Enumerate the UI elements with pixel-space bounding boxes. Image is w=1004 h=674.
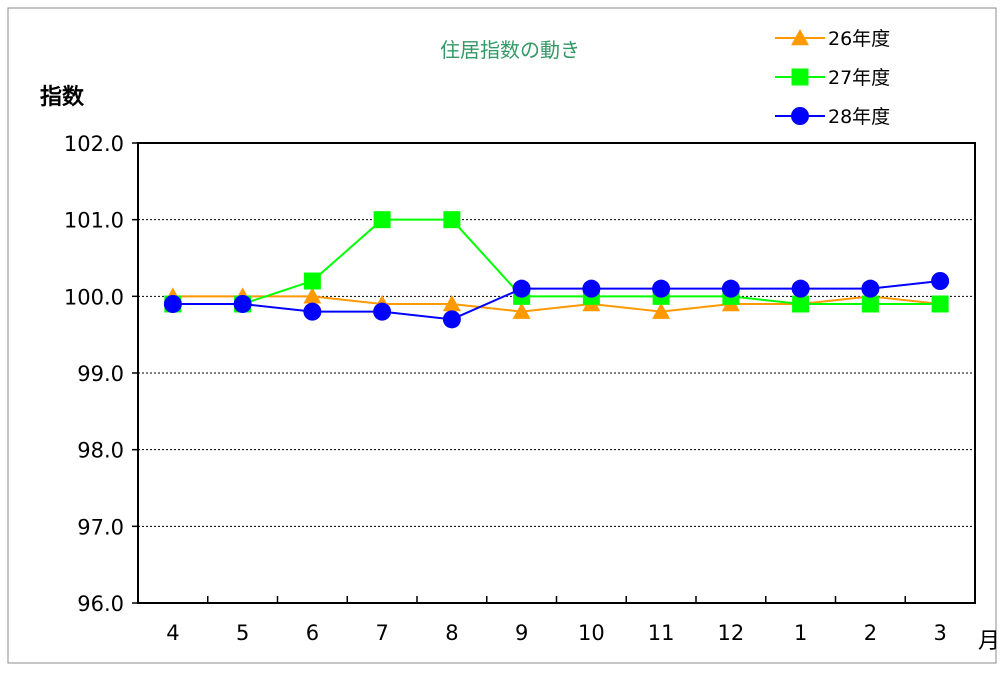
circle-point (721, 279, 740, 298)
square-point (792, 295, 810, 313)
square-point (791, 68, 809, 86)
circle-point (861, 279, 880, 298)
y-tick-label: 99.0 (77, 362, 124, 386)
y-tick-label: 96.0 (77, 592, 124, 616)
square-point (931, 295, 949, 313)
x-tick-label: 9 (515, 621, 528, 645)
circle-point (442, 310, 461, 329)
series-line (172, 280, 941, 321)
axes: 102.0 101.0 100.0 99.0 98.0 97.0 96.0 4 5 6 7 8 9 10 1… (64, 132, 947, 645)
chart-border (7, 7, 997, 664)
triangle-point (652, 302, 671, 319)
circle-point (163, 295, 182, 313)
square-point (303, 272, 321, 290)
legend-entry: 27年度 (775, 67, 890, 89)
triangle-point (303, 287, 322, 304)
y-tick-label: 102.0 (64, 132, 124, 156)
x-tick-label: 2 (864, 621, 877, 645)
series-circle (163, 272, 950, 329)
circle-point (233, 295, 252, 313)
legend-entry: 26年度 (775, 28, 890, 50)
x-tick-label: 11 (648, 621, 675, 645)
series-line (172, 295, 941, 313)
series-layer (163, 211, 950, 329)
triangle-point (442, 295, 461, 312)
circle-point (652, 279, 671, 298)
x-tick-label: 12 (718, 621, 745, 645)
chart-title: 住居指数の動き (440, 38, 580, 62)
gridlines (138, 219, 975, 527)
legend-label: 28年度 (828, 106, 890, 128)
y-tick-label: 98.0 (77, 439, 124, 463)
square-point (443, 211, 461, 229)
circle-point (582, 279, 601, 298)
square-point (861, 295, 879, 313)
x-tick-label: 6 (306, 621, 319, 645)
circle-point (303, 302, 322, 321)
triangle-point (512, 302, 531, 319)
y-axis-label: 指数 (40, 84, 85, 110)
x-tick-label: 4 (166, 621, 179, 645)
series-line (172, 218, 941, 305)
x-tick-label: 7 (375, 621, 388, 645)
legend: 26年度 27年度 28年度 (775, 28, 890, 128)
x-tick-label: 8 (445, 621, 458, 645)
legend-entry: 28年度 (775, 106, 890, 128)
circle-point (791, 107, 809, 125)
legend-label: 27年度 (828, 67, 890, 89)
x-tick-label: 3 (933, 621, 946, 645)
x-tick-label: 1 (794, 621, 807, 645)
x-tick-label: 10 (578, 621, 605, 645)
y-tick-label: 100.0 (64, 285, 124, 309)
circle-point (791, 279, 810, 298)
triangle-point (791, 29, 809, 46)
x-tick-label: 5 (236, 621, 249, 645)
y-tick-label: 97.0 (77, 515, 124, 539)
square-point (373, 211, 391, 229)
circle-point (512, 279, 531, 298)
circle-point (931, 272, 950, 290)
y-tick-label: 101.0 (64, 209, 124, 233)
x-axis-label: 月 (978, 629, 1000, 654)
circle-point (373, 302, 392, 321)
legend-label: 26年度 (828, 28, 890, 50)
